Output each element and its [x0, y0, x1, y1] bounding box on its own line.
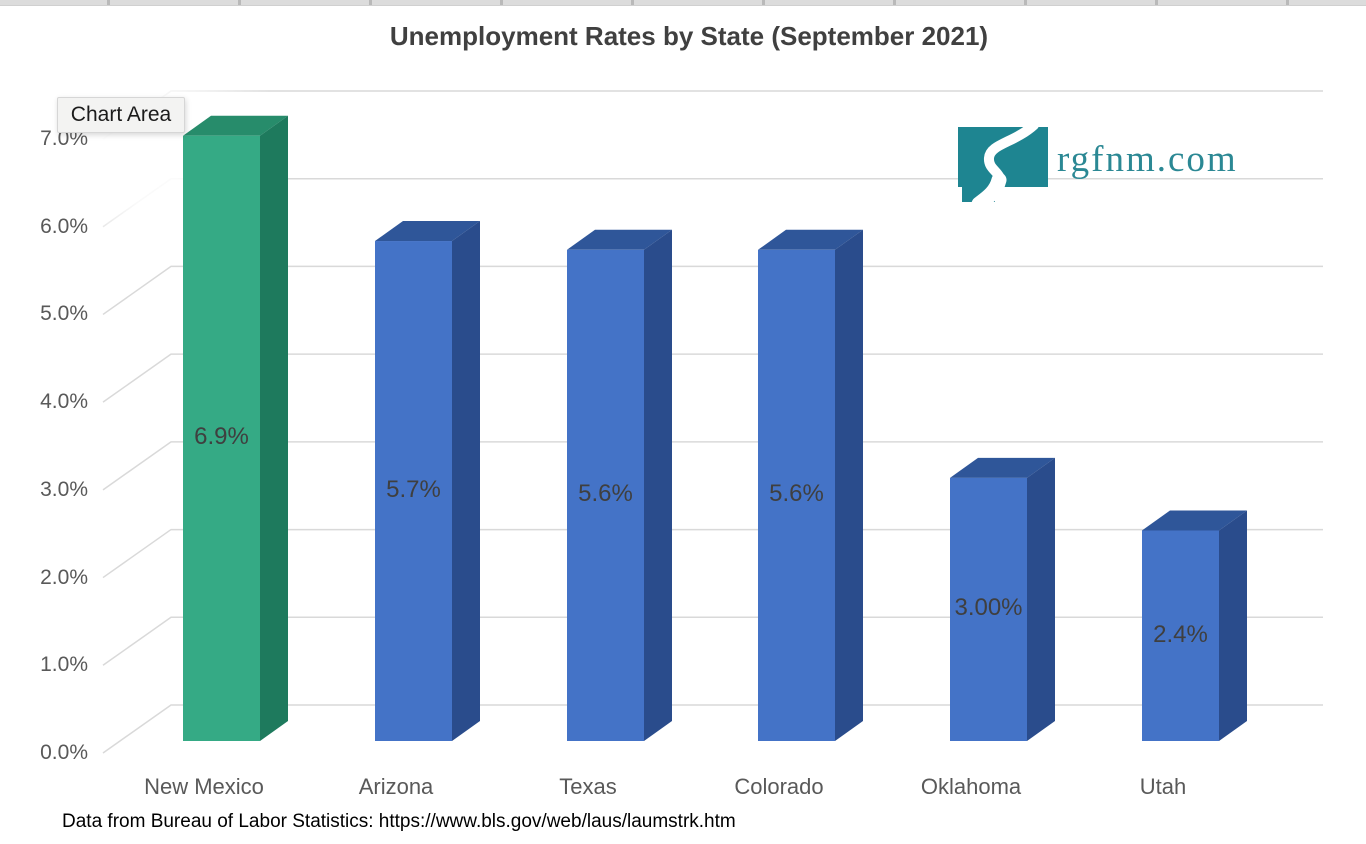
new-mexico-state-shape — [958, 127, 1048, 202]
bar-side-face — [1027, 457, 1055, 741]
spreadsheet-column-header-strip — [0, 0, 1366, 6]
tooltip-label: Chart Area — [70, 103, 172, 126]
bar-side-face — [835, 229, 863, 741]
bar-top-face — [567, 229, 672, 250]
bar-top-face — [375, 221, 480, 242]
chart-area-tooltip: Chart Area — [57, 97, 185, 133]
bars — [183, 115, 1247, 742]
data-label-arizona: 5.7% — [386, 476, 441, 503]
category-label-colorado: Colorado — [734, 774, 824, 799]
bar-side-face — [452, 221, 480, 741]
bar-utah[interactable] — [1142, 510, 1247, 741]
gridline-2pct — [102, 528, 1323, 579]
y-axis-label-0pct: 0.0% — [40, 741, 88, 764]
y-axis-label-6pct: 6.0% — [40, 214, 88, 238]
gridline-3pct — [102, 441, 1323, 491]
gridline-5pct — [102, 265, 1323, 316]
data-label-colorado: 5.6% — [769, 480, 824, 508]
category-label-new-mexico: New Mexico — [144, 774, 264, 799]
category-label-arizona: Arizona — [358, 774, 434, 799]
data-label-oklahoma: 3.00% — [954, 594, 1023, 622]
gridline-1pct — [102, 616, 1323, 666]
logo-text: rgfnm.com — [1057, 139, 1238, 180]
rgfnm-logo-icon — [958, 120, 1048, 212]
y-axis-label-5pct: 5.0% — [40, 302, 88, 326]
bar-top-face — [183, 115, 288, 136]
source-note: Data from Bureau of Labor Statistics: ht… — [62, 811, 736, 832]
bar-top-face — [758, 229, 863, 250]
data-label-texas: 5.6% — [578, 480, 633, 508]
gridline-4pct — [102, 353, 1323, 403]
bar-front-face — [950, 477, 1027, 741]
bar-colorado[interactable] — [758, 229, 863, 741]
category-label-texas: Texas — [559, 774, 617, 799]
bar-side-face — [260, 115, 288, 742]
bar-front-face — [567, 249, 644, 741]
bar-top-face — [1142, 510, 1247, 531]
bar-front-face — [375, 241, 452, 741]
y-axis-label-2pct: 2.0% — [40, 565, 88, 589]
bar-front-face — [758, 249, 835, 741]
gridline-0pct — [102, 704, 1323, 754]
bar-front-face — [1142, 530, 1219, 741]
data-label-new-mexico: 6.9% — [194, 423, 249, 451]
bar-new-mexico[interactable] — [183, 115, 288, 742]
bar-front-face — [183, 135, 260, 741]
bar-oklahoma[interactable] — [950, 457, 1055, 741]
gridlines — [102, 90, 1323, 754]
data-label-utah: 2.4% — [1153, 620, 1208, 648]
y-axis-label-4pct: 4.0% — [40, 390, 88, 414]
bar-side-face — [644, 229, 672, 741]
y-axis-label-3pct: 3.0% — [40, 477, 88, 501]
category-label-oklahoma: Oklahoma — [920, 774, 1022, 799]
y-axis-label-1pct: 1.0% — [40, 653, 88, 677]
bar-top-face — [950, 457, 1055, 478]
bar-arizona[interactable] — [375, 221, 480, 741]
bar-side-face — [1219, 510, 1247, 741]
chart-title: Unemployment Rates by State (September 2… — [389, 21, 989, 51]
river-mouth-icon — [971, 172, 1007, 212]
category-label-utah: Utah — [1139, 774, 1187, 799]
bar-texas[interactable] — [567, 229, 672, 741]
